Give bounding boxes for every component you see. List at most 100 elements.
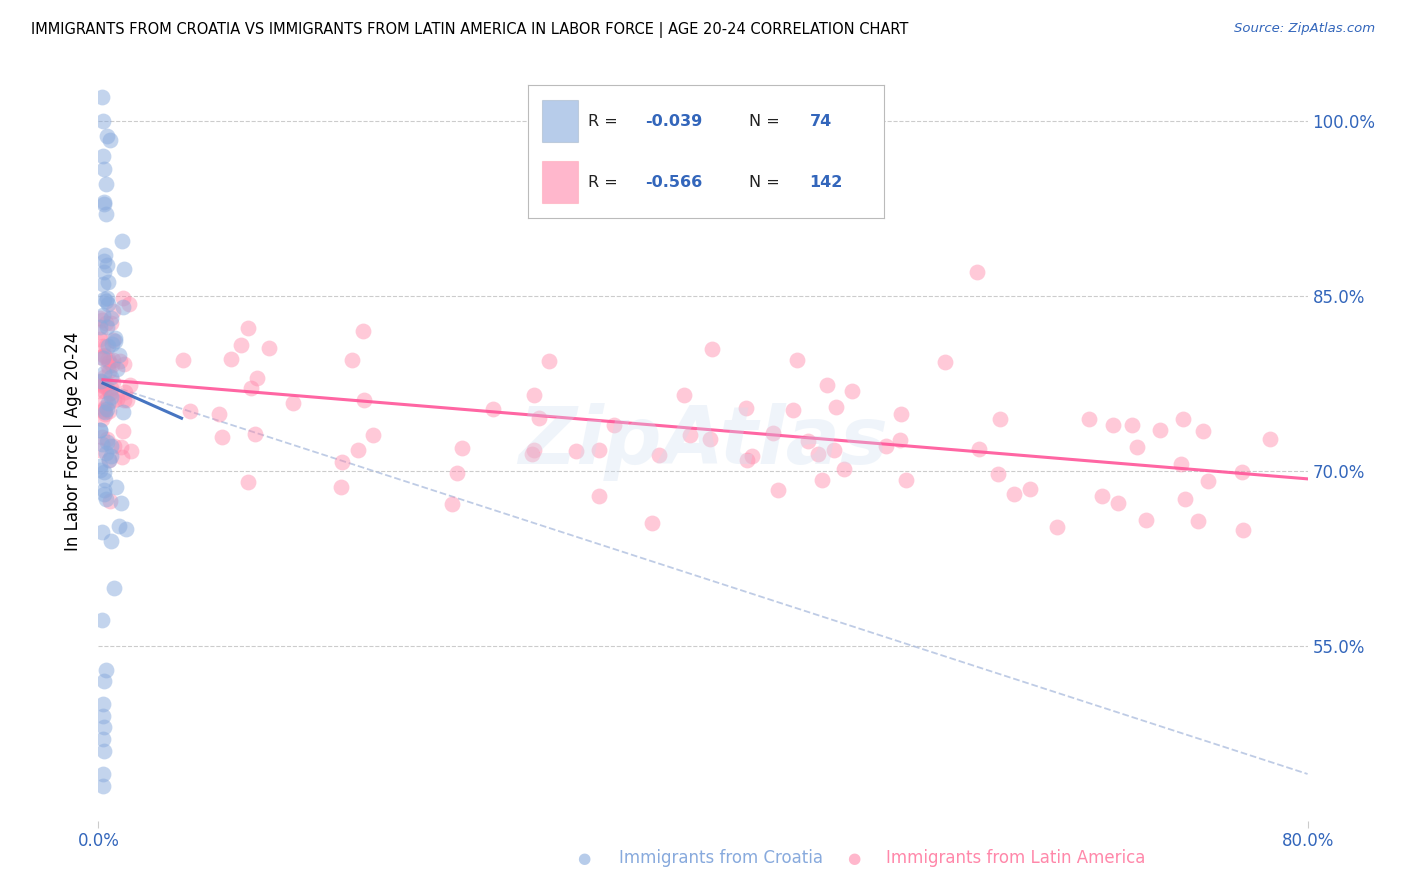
Point (520, 447, 543, 461)
Point (699, 432, 721, 446)
Point (91, 779, 114, 793)
Point (115, 522, 138, 536)
Point (112, 393, 135, 408)
Point (91, 351, 114, 365)
Point (100, 449, 122, 463)
Point (105, 392, 128, 407)
Point (238, 475, 260, 490)
Point (1077, 412, 1099, 426)
Point (529, 411, 551, 425)
Point (89, 375, 111, 389)
Point (782, 402, 804, 417)
Point (89, 458, 111, 473)
Point (96, 380, 118, 394)
Point (1170, 458, 1192, 472)
Point (94, 473, 117, 487)
Point (588, 489, 610, 503)
Point (89, 350, 111, 364)
Point (98, 385, 121, 400)
Point (97, 364, 120, 378)
Point (110, 450, 132, 464)
Point (523, 443, 546, 458)
Point (110, 496, 132, 510)
Point (96, 319, 118, 334)
Point (91, 697, 114, 711)
Point (94, 178, 117, 192)
Point (93, 673, 115, 688)
Point (811, 473, 834, 487)
Point (91, 113, 114, 128)
Point (93, 405, 115, 419)
Point (934, 355, 956, 369)
Point (100, 533, 122, 548)
Point (890, 408, 912, 422)
Point (101, 359, 124, 373)
Point (112, 405, 135, 419)
Point (96, 491, 118, 506)
Point (115, 393, 138, 408)
Point (588, 443, 610, 458)
Point (97, 339, 120, 353)
Point (94, 316, 117, 330)
Point (363, 428, 385, 442)
Point (100, 316, 122, 330)
Point (762, 426, 785, 441)
Point (96, 435, 118, 450)
Point (91, 731, 114, 746)
Point (240, 381, 263, 395)
Point (967, 442, 990, 457)
Point (172, 353, 194, 368)
Point (741, 449, 763, 463)
Point (91, 767, 114, 781)
Point (238, 321, 260, 335)
Point (1126, 441, 1149, 455)
Point (93, 377, 115, 392)
Point (94, 400, 117, 414)
Point (1230, 465, 1253, 479)
Point (1102, 417, 1125, 432)
Point (450, 441, 472, 455)
Point (281, 396, 304, 410)
Point (1197, 474, 1219, 488)
Point (91, 377, 114, 392)
Point (672, 388, 695, 402)
Point (91, 308, 114, 322)
Point (96, 402, 118, 417)
Point (89, 384, 111, 399)
Point (98, 453, 121, 467)
Text: IMMIGRANTS FROM CROATIA VS IMMIGRANTS FROM LATIN AMERICA IN LABOR FORCE | AGE 20: IMMIGRANTS FROM CROATIA VS IMMIGRANTS FR… (31, 22, 908, 38)
Point (100, 337, 122, 351)
Point (875, 439, 897, 453)
Point (211, 430, 233, 444)
Point (103, 304, 125, 318)
Point (735, 401, 758, 416)
Point (94, 207, 117, 221)
Point (446, 466, 468, 480)
Point (98, 133, 121, 147)
Point (93, 744, 115, 758)
Point (97, 395, 120, 409)
Point (103, 352, 125, 367)
Y-axis label: In Labor Force | Age 20-24: In Labor Force | Age 20-24 (65, 332, 83, 551)
Text: ●: ● (576, 851, 591, 865)
Point (111, 234, 134, 248)
Point (89, 443, 111, 458)
Point (96, 128, 118, 143)
Point (1107, 496, 1129, 510)
Point (91, 708, 114, 723)
Point (93, 384, 115, 398)
Point (97, 355, 120, 369)
Point (110, 440, 132, 454)
Point (640, 516, 662, 530)
Point (97, 275, 120, 289)
Point (537, 354, 560, 368)
Point (89, 375, 111, 389)
Point (823, 443, 845, 458)
Point (93, 265, 115, 279)
Point (352, 324, 374, 338)
Point (1002, 487, 1025, 501)
Point (97, 359, 120, 374)
Point (90, 437, 112, 451)
Point (1149, 424, 1171, 438)
Point (832, 462, 855, 476)
